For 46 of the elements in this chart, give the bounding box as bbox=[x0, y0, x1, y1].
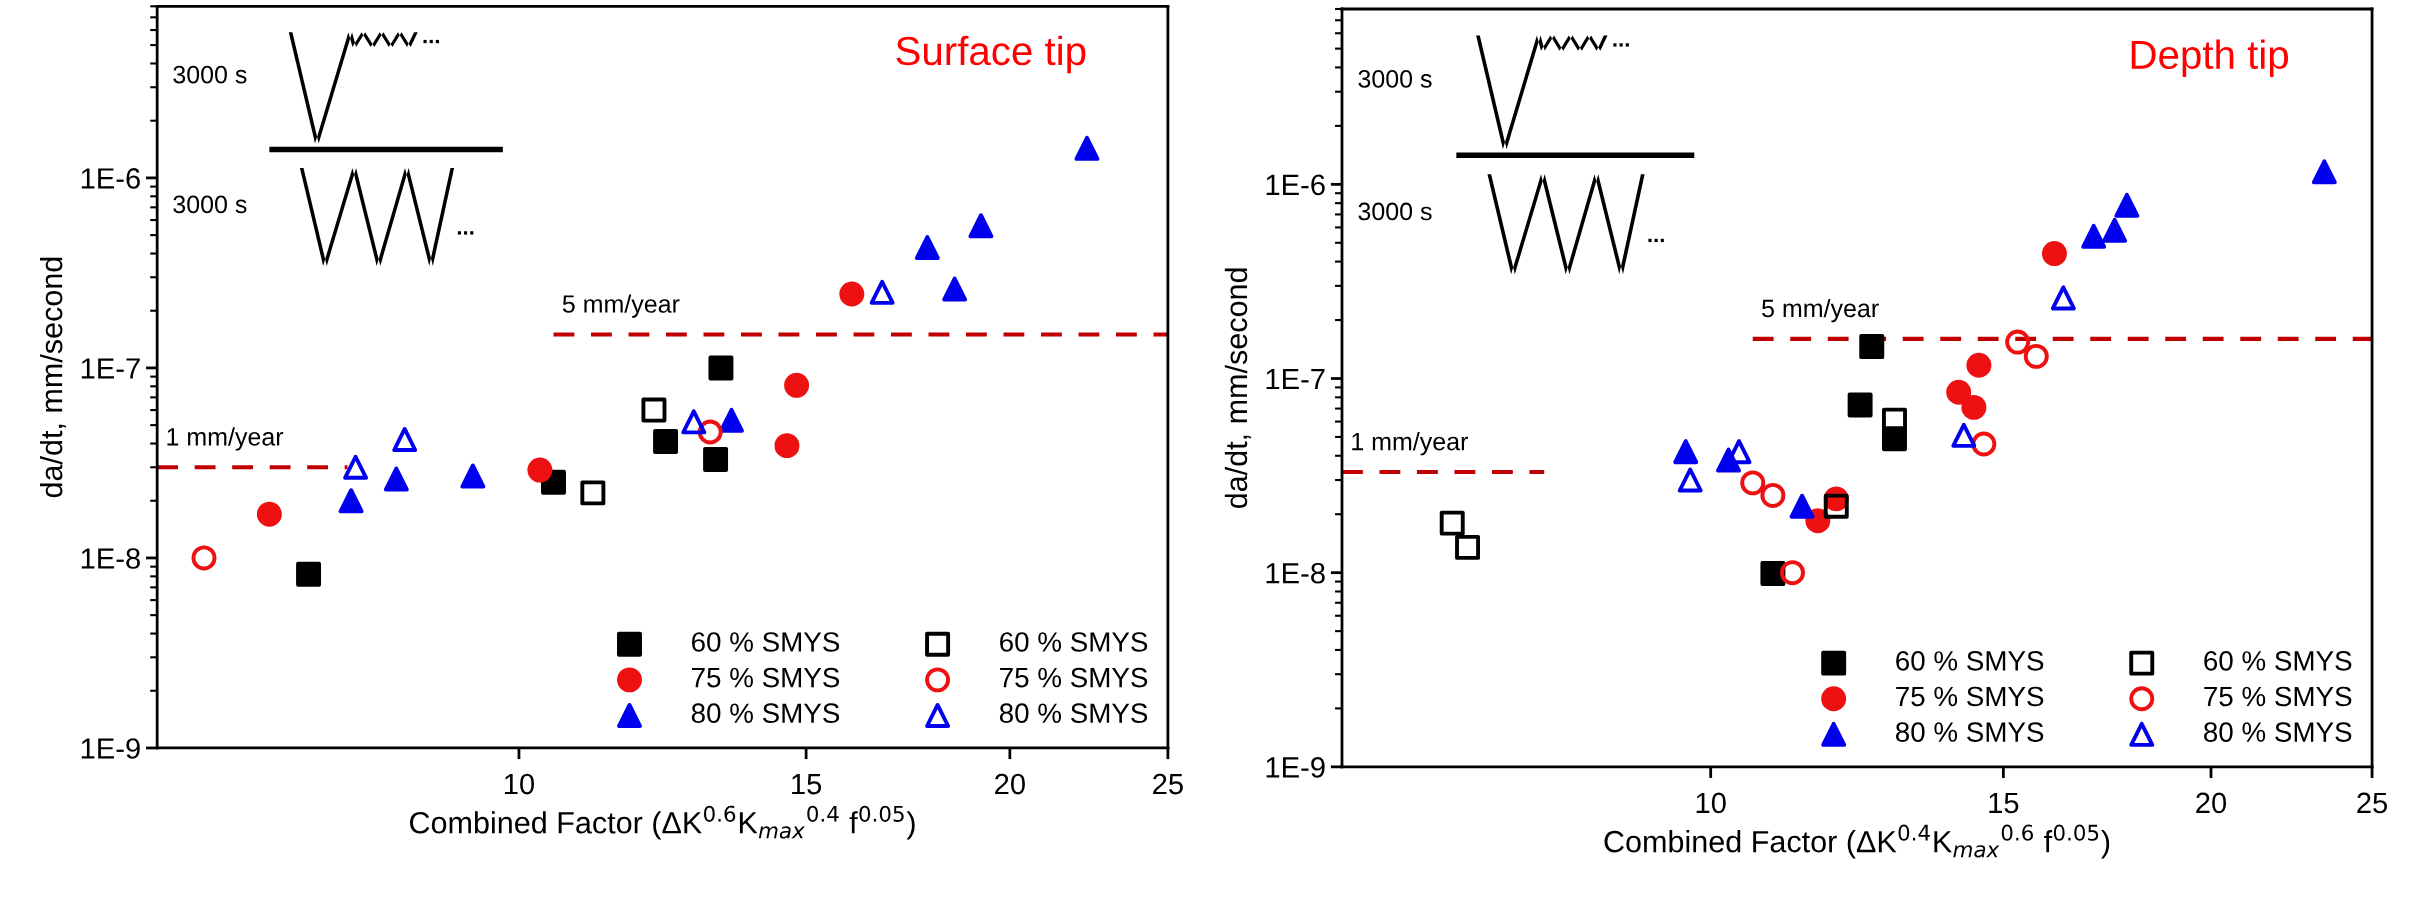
legend-label: 80 % SMYS bbox=[2204, 722, 2352, 742]
legend-label: 75 % SMYS bbox=[1000, 667, 1148, 688]
x-tick-label: 20 bbox=[2196, 792, 2227, 814]
annotation: 3000 s bbox=[1358, 69, 1432, 88]
annotation: 3000 s bbox=[1358, 202, 1432, 221]
annotation: 3000 s bbox=[173, 195, 247, 214]
legend-label: 75 % SMYS bbox=[1896, 686, 2044, 707]
annotation: 3000 s bbox=[173, 65, 247, 84]
y-tick-label: 1E-8 bbox=[1266, 562, 1325, 584]
legend-label: 80 % SMYS bbox=[999, 703, 1148, 724]
x-tick-label: 10 bbox=[1696, 792, 1726, 814]
y-tick-label: 1E-7 bbox=[81, 358, 140, 379]
x-axis-title: Combined Factor (ΔK$^{0.4}$K$_{max}$$^{0.6}$ f$^{0.05}$) bbox=[1604, 824, 2110, 859]
y-tick-label: 1E-6 bbox=[81, 168, 140, 189]
y-tick-label: 1E-8 bbox=[81, 548, 140, 569]
y-tick-label: 1E-7 bbox=[1266, 369, 1325, 390]
x-tick-label: 15 bbox=[792, 774, 822, 795]
legend-label: 80 % SMYS bbox=[1895, 722, 2044, 742]
legend-label: 75 % SMYS bbox=[692, 667, 840, 688]
legend-label: 60 % SMYS bbox=[692, 632, 840, 652]
y-tick-label: 1E-6 bbox=[1266, 174, 1325, 196]
x-tick-label: 10 bbox=[504, 773, 535, 795]
x-tick-label: 25 bbox=[2357, 792, 2388, 814]
text: Depth tip bbox=[2131, 39, 2288, 78]
x-tick-label: 20 bbox=[995, 773, 1025, 795]
annotation: ... bbox=[1613, 43, 1629, 47]
legend-label: 60 % SMYS bbox=[2204, 651, 2352, 671]
annotation: ... bbox=[457, 231, 474, 235]
annotation: 5 mm/year bbox=[562, 294, 680, 318]
annotation: 5 mm/year bbox=[1762, 298, 1879, 323]
annotation: 1 mm/year bbox=[167, 427, 284, 451]
text: Surface tip bbox=[896, 35, 1086, 74]
y-axis-title: da/dt, mm/second bbox=[1224, 268, 1251, 509]
y-tick-label: 1E-9 bbox=[81, 738, 140, 759]
y-tick-label: 1E-9 bbox=[1266, 757, 1325, 778]
x-tick-label: 15 bbox=[1989, 792, 2019, 814]
annotation: ... bbox=[423, 39, 439, 44]
x-axis-title: Combined Factor (ΔK$^{0.6}$K$_{max}$$^{0.4}$ f$^{0.05}$) bbox=[410, 805, 915, 840]
legend-label: 60 % SMYS bbox=[1000, 632, 1148, 652]
x-tick-label: 25 bbox=[1153, 773, 1183, 795]
annotation: 1 mm/year bbox=[1352, 432, 1468, 456]
y-axis-title: da/dt, mm/second bbox=[40, 257, 67, 498]
annotation: ... bbox=[1648, 238, 1664, 243]
legend-label: 80 % SMYS bbox=[691, 703, 840, 724]
legend-label: 60 % SMYS bbox=[1896, 651, 2044, 671]
legend-label: 75 % SMYS bbox=[2204, 686, 2352, 707]
